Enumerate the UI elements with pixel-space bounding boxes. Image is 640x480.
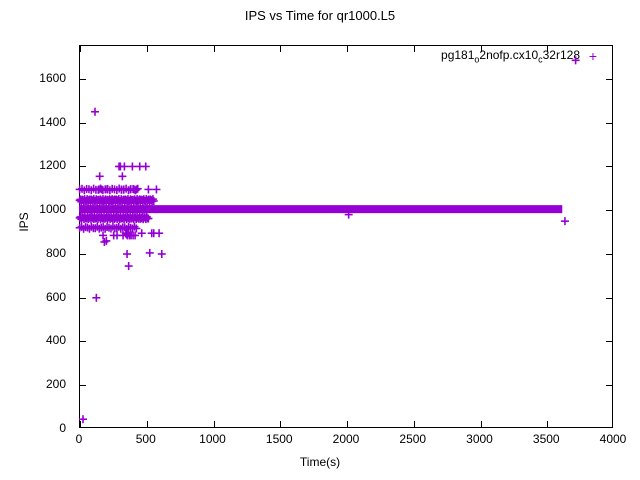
y-tick-label: 1600 bbox=[39, 70, 66, 85]
data-point-marker bbox=[123, 250, 132, 259]
x-axis-tick-labels: 0 500 1000 1500 2000 2500 3000 3500 4000 bbox=[75, 430, 627, 450]
x-axis-tick bbox=[413, 421, 415, 427]
y-axis-tick-labels: 0 200 400 600 800 1000 1200 1400 1600 bbox=[0, 45, 74, 435]
y-tick-label: 800 bbox=[45, 245, 66, 260]
x-axis-tick bbox=[547, 46, 549, 52]
data-point-marker bbox=[144, 185, 153, 194]
data-point-marker bbox=[560, 217, 569, 226]
data-point-marker bbox=[137, 229, 146, 238]
y-tick-label: 200 bbox=[45, 377, 66, 392]
data-point-marker bbox=[157, 250, 166, 259]
data-point-marker bbox=[119, 185, 128, 194]
x-axis-tick bbox=[80, 421, 81, 427]
data-point-marker bbox=[152, 185, 161, 194]
data-point-marker bbox=[141, 162, 150, 171]
data-point-marker bbox=[111, 196, 120, 205]
data-point-marker bbox=[124, 262, 133, 271]
y-axis-tick bbox=[606, 341, 612, 343]
data-point-marker bbox=[103, 185, 112, 194]
y-tick-label: 1400 bbox=[39, 114, 66, 129]
y-axis-tick bbox=[606, 210, 612, 212]
legend: pg181o2nofp.cx10c32r128 + bbox=[435, 45, 612, 67]
x-tick-label: 3000 bbox=[466, 432, 493, 446]
x-axis-tick bbox=[413, 46, 415, 52]
data-point-marker bbox=[120, 162, 129, 171]
x-axis-tick bbox=[480, 46, 482, 52]
data-point-marker bbox=[91, 107, 100, 116]
data-point-marker bbox=[571, 56, 580, 65]
data-point-marker bbox=[99, 231, 108, 240]
x-tick-label: 2000 bbox=[332, 432, 360, 446]
x-tick-label: 1500 bbox=[265, 432, 293, 446]
x-axis-tick bbox=[547, 421, 549, 427]
plot-area bbox=[79, 45, 613, 428]
dense-point-band bbox=[79, 205, 563, 214]
y-axis-tick bbox=[80, 253, 86, 255]
x-tick-label: 0 bbox=[75, 432, 83, 446]
y-axis-tick bbox=[80, 341, 86, 343]
x-axis-tick bbox=[146, 46, 148, 52]
y-axis-tick bbox=[80, 385, 86, 387]
x-axis-tick bbox=[146, 421, 148, 427]
x-tick-label: 1000 bbox=[199, 432, 226, 446]
y-axis-tick bbox=[80, 166, 86, 168]
data-point-marker bbox=[118, 172, 127, 181]
data-point-marker bbox=[92, 293, 101, 302]
y-axis-tick bbox=[80, 78, 86, 80]
chart-title: IPS vs Time for qr1000.L5 bbox=[244, 8, 396, 23]
x-tick-label: 4000 bbox=[599, 432, 627, 446]
y-axis-tick bbox=[606, 166, 612, 168]
x-axis-tick bbox=[213, 421, 215, 427]
data-point-marker bbox=[144, 214, 153, 223]
y-axis-tick bbox=[606, 122, 612, 124]
data-point-marker bbox=[142, 212, 151, 221]
y-axis-tick bbox=[80, 297, 86, 299]
x-axis-tick bbox=[347, 421, 348, 427]
data-point-marker bbox=[145, 248, 154, 257]
data-point-marker bbox=[131, 231, 140, 240]
data-point-marker bbox=[95, 172, 104, 181]
y-tick-label: 400 bbox=[45, 333, 66, 348]
data-point-marker bbox=[133, 196, 142, 205]
x-tick-label: 500 bbox=[135, 432, 156, 446]
x-axis-title: Time(s) bbox=[299, 455, 341, 469]
data-point-marker bbox=[149, 197, 158, 206]
y-axis-tick bbox=[606, 297, 612, 299]
data-point-marker bbox=[132, 185, 141, 194]
x-axis-tick bbox=[280, 46, 282, 52]
x-tick-label: 2500 bbox=[399, 432, 427, 446]
data-point-marker bbox=[155, 229, 164, 238]
data-point-marker bbox=[102, 236, 111, 245]
y-tick-label: 0 bbox=[59, 421, 66, 435]
x-tick-label: 3500 bbox=[532, 432, 560, 446]
x-axis-tick bbox=[80, 46, 81, 52]
y-axis-tick bbox=[606, 78, 612, 80]
legend-series-label: pg181o2nofp.cx10c32r128 bbox=[441, 48, 580, 65]
y-axis-tick bbox=[80, 122, 86, 124]
x-axis-tick bbox=[213, 46, 215, 52]
y-tick-label: 1200 bbox=[39, 158, 66, 173]
y-tick-label: 1000 bbox=[39, 202, 66, 217]
y-tick-label: 600 bbox=[45, 289, 66, 304]
y-axis-tick bbox=[606, 385, 612, 387]
data-point-marker bbox=[128, 162, 137, 171]
data-point-marker bbox=[79, 415, 88, 424]
data-point-marker bbox=[130, 222, 139, 231]
data-point-marker bbox=[344, 210, 353, 219]
y-axis-tick bbox=[606, 253, 612, 255]
data-point-marker bbox=[132, 224, 141, 233]
x-axis-tick bbox=[347, 46, 348, 52]
x-axis-tick bbox=[280, 421, 282, 427]
legend-marker-icon: + bbox=[588, 48, 598, 65]
x-axis-tick bbox=[480, 421, 482, 427]
